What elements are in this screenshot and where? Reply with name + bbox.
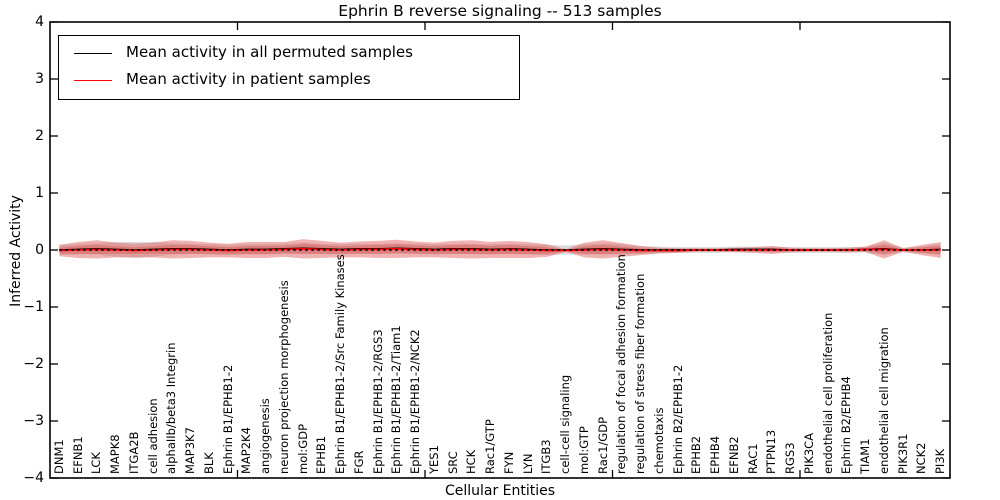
x-tick-label: Rac1/GTP (483, 419, 498, 474)
x-tick-label: FGR (351, 450, 366, 474)
x-tick-label: EPHB4 (708, 435, 723, 474)
y-tick-label: 2 (35, 128, 44, 144)
x-tick-label: DNM1 (51, 439, 66, 474)
x-tick-label: EPHB2 (689, 435, 704, 474)
x-tick-label: PTPN13 (764, 429, 779, 474)
x-tick-label: chemotaxis (651, 407, 666, 474)
y-tick-label: −3 (23, 413, 44, 429)
x-tick-label: regulation of stress fiber formation (633, 273, 648, 474)
x-tick-label: mol:GTP (576, 426, 591, 474)
x-tick-label: PIK3CA (801, 432, 816, 474)
x-tick-label: RAC1 (745, 443, 760, 474)
x-axis-label: Cellular Entities (444, 483, 556, 499)
x-tick-label: angiogenesis (258, 398, 273, 474)
x-tick-label: Ephrin B1/EPHB1-2 (220, 364, 235, 474)
x-tick-label: alphaIIb/beta3 Integrin (164, 342, 179, 474)
legend-label-permuted: Mean activity in all permuted samples (126, 43, 413, 61)
x-tick-label: MAPK8 (108, 434, 123, 474)
x-tick-label: endothelial cell proliferation (820, 312, 835, 474)
x-tick-label: NCK2 (914, 442, 929, 475)
patient-mean-line-sample (74, 80, 112, 81)
x-tick-label: LYN (520, 453, 535, 474)
y-tick-label: −2 (23, 356, 44, 372)
x-tick-label: MAP3K7 (183, 427, 198, 474)
x-tick-label: cell adhesion (145, 398, 160, 474)
x-tick-label: HCK (464, 449, 479, 474)
x-tick-label: Ephrin B2/EPHB4 (839, 376, 854, 474)
y-tick-label: −1 (23, 299, 44, 315)
x-tick-label: ITGB3 (539, 439, 554, 474)
y-tick-label: 0 (35, 242, 44, 258)
x-tick-label: Ephrin B1/EPHB1-2/Src Family Kinases (333, 254, 348, 474)
y-tick-label: 1 (35, 185, 44, 201)
x-tick-label: neuron projection morphogenesis (276, 280, 291, 474)
y-tick-label: 4 (35, 14, 44, 30)
x-tick-label: MAP2K4 (239, 427, 254, 474)
x-tick-label: PIK3R1 (895, 433, 910, 475)
x-tick-label: Ephrin B1/EPHB1-2/Tiam1 (389, 325, 404, 474)
x-tick-label: EFNB2 (726, 436, 741, 474)
x-tick-label: TIAM1 (858, 438, 873, 474)
x-tick-label: EPHB1 (314, 435, 329, 474)
x-tick-label: mol:GDP (295, 423, 310, 474)
y-tick-label: −4 (23, 470, 44, 486)
chart-title: Ephrin B reverse signaling -- 513 sample… (338, 2, 662, 20)
x-tick-label: PI3K (933, 448, 948, 474)
x-tick-label: BLK (201, 452, 216, 474)
legend-entry-patient: Mean activity in patient samples (59, 67, 519, 94)
x-tick-label: LCK (89, 452, 104, 474)
x-tick-label: RGS3 (783, 442, 798, 474)
y-tick-label: 3 (35, 71, 44, 87)
x-tick-label: ITGA2B (126, 431, 141, 474)
x-tick-label: FYN (501, 451, 516, 474)
x-tick-label: Ephrin B1/EPHB1-2/NCK2 (408, 329, 423, 474)
Mean-activity-in-patient-samples-line (59, 248, 941, 252)
legend-entry-permuted: Mean activity in all permuted samples (59, 40, 519, 67)
legend-label-patient: Mean activity in patient samples (126, 70, 371, 88)
x-tick-label: YES1 (426, 445, 441, 474)
x-tick-label: Ephrin B1/EPHB1-2/RGS3 (370, 329, 385, 474)
x-tick-label: SRC (445, 451, 460, 474)
x-tick-label: regulation of focal adhesion formation (614, 254, 629, 474)
x-tick-label: EFNB1 (70, 436, 85, 474)
x-tick-label: Ephrin B2/EPHB1-2 (670, 364, 685, 474)
x-tick-label: endothelial cell migration (876, 327, 891, 474)
x-tick-label: cell-cell signaling (558, 374, 573, 474)
legend-box: Mean activity in all permuted samples Me… (58, 35, 520, 100)
permuted-mean-line-sample (74, 53, 112, 54)
x-tick-label: Rac1/GDP (595, 416, 610, 474)
